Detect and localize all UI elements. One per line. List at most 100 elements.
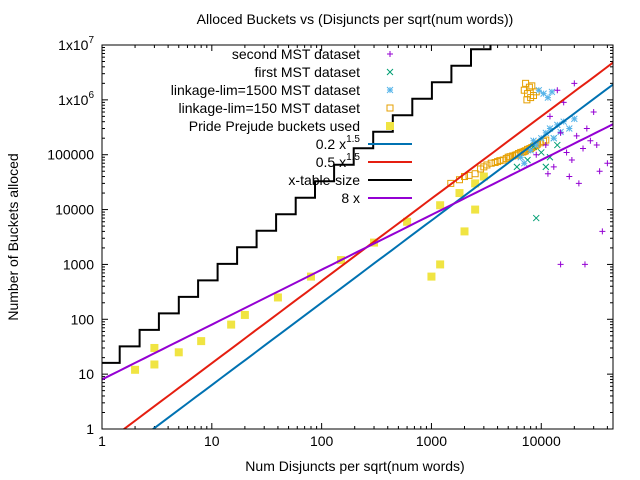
data-point: [447, 179, 455, 187]
data-point: [540, 90, 547, 97]
data-point: [530, 137, 537, 145]
legend-label: 0.5 x1.5: [316, 152, 361, 170]
data-point: [131, 365, 140, 374]
data-point: [544, 94, 552, 101]
x-tick-label: 1000: [416, 433, 447, 449]
y-tick-label: 1x107: [58, 35, 94, 53]
data-point: [506, 153, 514, 161]
data-point: [403, 217, 412, 226]
plot-frame: [101, 44, 614, 430]
data-point: [197, 337, 206, 346]
data-point: [550, 163, 557, 170]
data-point: [563, 149, 570, 156]
chart-title: Alloced Buckets vs (Disjuncts per sqrt(n…: [197, 11, 514, 27]
y-axis-label: Number of Buckets alloced: [5, 153, 21, 320]
data-point: [566, 173, 573, 180]
data-point: [532, 214, 540, 222]
series-7: [102, 45, 492, 364]
data-point: [502, 155, 510, 163]
data-point: [525, 83, 533, 91]
legend-label-text: linkage-lim=150 MST dataset: [179, 100, 361, 116]
y-tick-label-base: 10: [78, 366, 94, 382]
data-point: [483, 161, 491, 169]
legend-marker: [387, 51, 393, 57]
data-point: [553, 141, 561, 149]
y-tick-label: 10: [78, 366, 94, 382]
y-tick-label-exponent: 6: [88, 90, 94, 101]
data-point: [174, 348, 183, 357]
series-4: [131, 172, 488, 374]
data-point: [240, 310, 249, 319]
y-tick-label-base: 100: [71, 311, 95, 327]
x-tick-label: 100: [310, 433, 334, 449]
data-point: [544, 170, 551, 177]
y-tick-label-base: 10000: [55, 202, 94, 218]
legend-label-text: 8 x: [341, 190, 360, 206]
data-point: [604, 160, 611, 167]
data-point: [590, 109, 597, 116]
data-point: [570, 115, 578, 123]
y-tick-label: 1x106: [58, 90, 94, 108]
series-8: [102, 123, 613, 381]
series-line: [102, 45, 492, 364]
y-tick-label-exponent: 7: [88, 35, 94, 46]
x-tick-label: 1: [98, 433, 106, 449]
legend-label-text: x-table-size: [288, 172, 360, 188]
data-point: [522, 79, 530, 87]
legend-label: linkage-lim=1500 MST dataset: [171, 82, 360, 98]
data-point: [520, 159, 528, 167]
legend-marker: [386, 86, 394, 94]
y-tick-label: 1000: [63, 256, 94, 272]
data-point: [513, 163, 521, 171]
data-point: [548, 88, 556, 96]
x-tick-label: 10: [204, 433, 220, 449]
series-5: [151, 83, 613, 429]
legend-label: linkage-lim=150 MST dataset: [179, 100, 361, 116]
y-tick-label: 10000: [55, 202, 94, 218]
data-point: [150, 360, 159, 369]
data-point: [542, 129, 550, 137]
data-point: [581, 261, 588, 268]
legend-label: Pride Prejude buckets used: [189, 118, 360, 134]
data-point: [542, 163, 550, 171]
data-point: [465, 171, 473, 179]
data-point: [517, 153, 525, 161]
data-point: [523, 96, 531, 104]
data-point: [557, 129, 564, 136]
data-point: [532, 141, 540, 149]
data-point: [546, 125, 554, 132]
data-point: [455, 189, 464, 198]
legend-marker: [386, 104, 394, 112]
data-point: [573, 132, 580, 139]
data-point: [150, 343, 159, 352]
legend-label-text: second MST dataset: [232, 46, 360, 62]
y-tick-label: 100000: [47, 147, 94, 163]
x-tick-label: 10000: [522, 433, 561, 449]
y-tick-label-base: 100000: [47, 147, 94, 163]
data-point: [583, 125, 590, 132]
data-point: [550, 134, 558, 142]
series-2: [517, 86, 578, 167]
data-point: [571, 80, 578, 87]
data-point: [593, 142, 600, 149]
data-point: [537, 149, 545, 156]
legend-label: 8 x: [341, 190, 360, 206]
data-point: [527, 147, 534, 154]
data-point: [535, 86, 543, 94]
series-line: [102, 123, 613, 381]
y-tick-label: 1: [86, 421, 94, 437]
legend-label-text: 0.2 x: [316, 136, 346, 152]
y-tick-label-base: 1000: [63, 256, 94, 272]
legend-label-text: linkage-lim=1500 MST dataset: [171, 82, 360, 98]
legend-label-text: first MST dataset: [254, 64, 360, 80]
data-point: [528, 82, 536, 90]
legend-label: second MST dataset: [232, 46, 360, 62]
legend-marker: [386, 68, 394, 76]
data-point: [568, 157, 575, 164]
data-point: [273, 293, 282, 302]
data-point: [557, 261, 564, 268]
data-point: [479, 172, 488, 181]
data-point: [471, 179, 480, 188]
data-point: [436, 201, 445, 210]
legend-label-exponent: 1.5: [346, 134, 360, 145]
